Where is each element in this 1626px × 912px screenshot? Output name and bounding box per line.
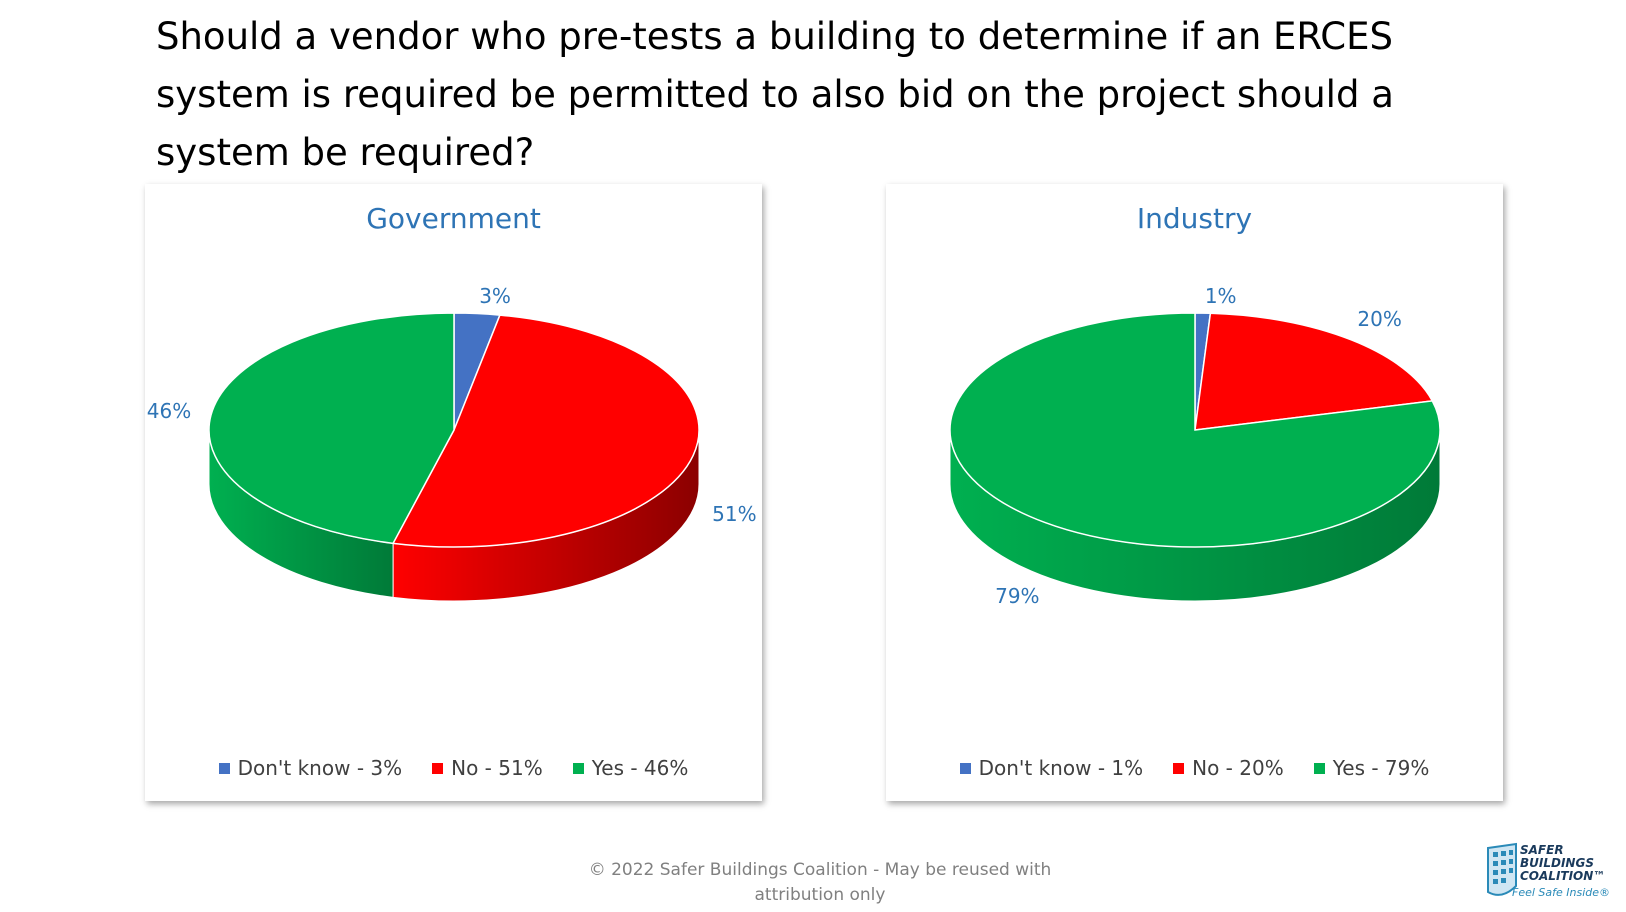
data-label-don-t-know: 3% <box>479 284 511 308</box>
legend-item-no: No - 20% <box>1173 756 1284 780</box>
pie-top <box>949 312 1441 548</box>
legend-label: No - 51% <box>451 756 543 780</box>
pie-chart-industry: 1% 20% 79% <box>949 284 1441 608</box>
pie-slice-yes <box>208 312 455 545</box>
legend-label: Don't know - 1% <box>978 756 1144 780</box>
safer-buildings-logo: SAFER BUILDINGS COALITION™ Feel Safe Ins… <box>1482 840 1617 906</box>
data-label-no: 51% <box>712 502 756 526</box>
pie-chart-government: 3% 51% 46% <box>147 284 757 602</box>
legend-swatch <box>1313 762 1325 774</box>
data-label-don-t-know: 1% <box>1205 284 1237 308</box>
chart-card-industry: 1% 20% 79% Industry Don't know - 1% No - 2… <box>886 184 1503 801</box>
logo-wordmark: SAFER BUILDINGS COALITION™ <box>1520 843 1606 883</box>
legend-item-yes: Yes - 46% <box>572 756 689 780</box>
pie-slice-yes <box>949 312 1441 548</box>
legend-item-dont-know: Don't know - 1% <box>959 756 1144 780</box>
pie-top <box>208 312 700 548</box>
footer-line-2: attribution only <box>754 885 886 905</box>
logo-tagline: Feel Safe Inside® <box>1512 886 1611 899</box>
chart-card-government: 3% 51% 46% Government Don't know - 3% No -… <box>145 184 762 801</box>
legend-item-no: No - 51% <box>432 756 543 780</box>
legend-label: Don't know - 3% <box>237 756 403 780</box>
question-title: Should a vendor who pre-tests a building… <box>156 15 1394 174</box>
legend-swatch <box>572 762 584 774</box>
building-shield-icon <box>1487 842 1517 896</box>
legend-label: Yes - 46% <box>591 756 689 780</box>
chart-title-industry: Industry <box>1136 202 1253 235</box>
legend-government: Don't know - 3% No - 51% Yes - 46% <box>145 756 762 780</box>
pie-slice-no <box>1194 312 1434 431</box>
footer-line-1: © 2022 Safer Buildings Coalition - May b… <box>588 860 1052 880</box>
pie-slice-no <box>391 314 700 548</box>
legend-swatch <box>959 762 971 774</box>
legend-label: No - 20% <box>1192 756 1284 780</box>
legend-swatch <box>218 762 230 774</box>
legend-label: Yes - 79% <box>1332 756 1430 780</box>
legend-industry: Don't know - 1% No - 20% Yes - 79% <box>886 756 1503 780</box>
legend-swatch <box>432 762 444 774</box>
data-label-yes: 79% <box>995 584 1039 608</box>
data-label-yes: 46% <box>147 399 191 423</box>
legend-swatch <box>1173 762 1185 774</box>
data-label-no: 20% <box>1357 307 1401 331</box>
legend-item-dont-know: Don't know - 3% <box>218 756 403 780</box>
chart-title-government: Government <box>366 202 541 235</box>
legend-item-yes: Yes - 79% <box>1313 756 1430 780</box>
copyright-footer: © 2022 Safer Buildings Coalition - May b… <box>560 858 1080 908</box>
